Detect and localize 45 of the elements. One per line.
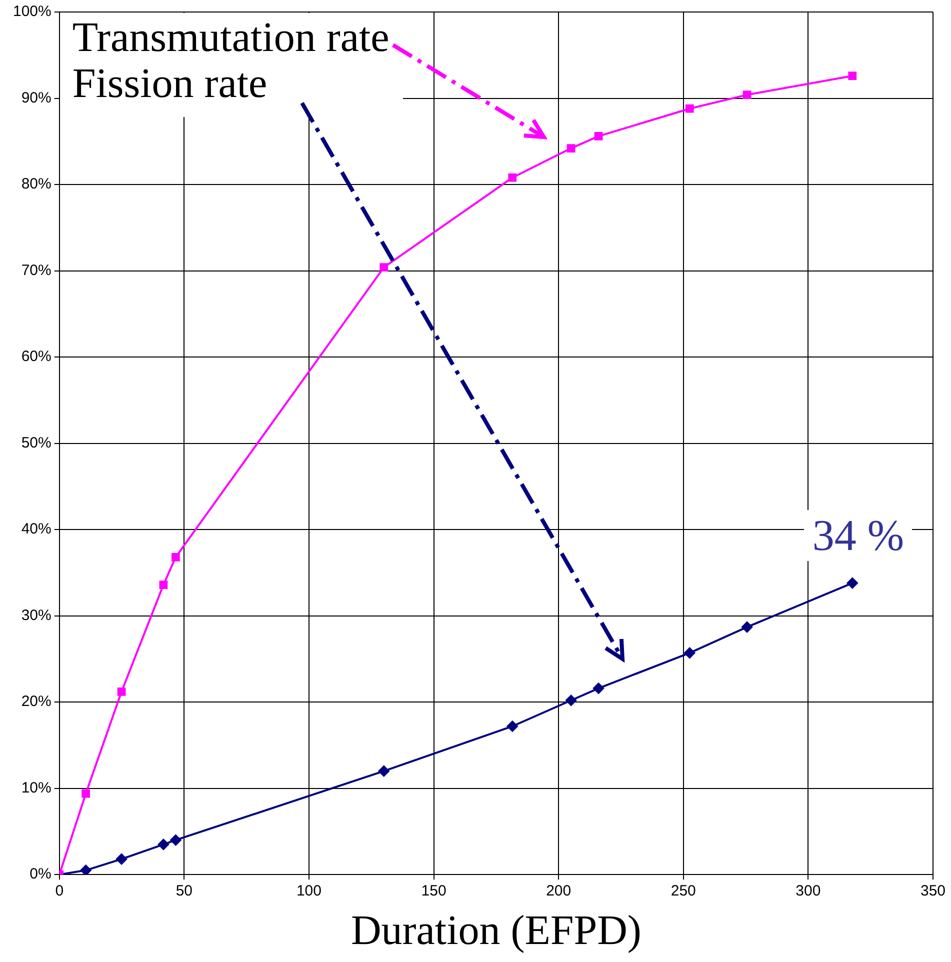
y-tick-label: 0% (30, 866, 52, 883)
point (158, 838, 169, 850)
point (508, 173, 517, 182)
point (159, 580, 168, 589)
point (566, 694, 577, 706)
y-tick-label: 30% (21, 606, 52, 624)
point (848, 72, 857, 80)
point (742, 622, 753, 633)
x-tick-label: 50 (176, 882, 193, 900)
text: Transmutation rate (72, 15, 390, 61)
point (566, 144, 576, 152)
point (170, 834, 182, 846)
point (846, 578, 858, 589)
y-tick-label: 90% (21, 89, 52, 106)
text: Fission rate (72, 61, 268, 107)
y-tick-label: 10% (21, 779, 52, 796)
point (117, 688, 126, 696)
x-axis-title: Duration (EFPD) (350, 908, 642, 954)
y-tick-label: 80% (21, 176, 52, 193)
point (380, 263, 388, 272)
point (594, 132, 603, 140)
x-tick-label: 350 (920, 882, 946, 900)
x-tick-label: 150 (421, 882, 446, 900)
x-tick-label: 250 (670, 882, 696, 900)
x-tick-label: 0 (55, 882, 64, 900)
point (82, 789, 90, 798)
point (742, 90, 752, 99)
point (378, 766, 390, 777)
x-tick-label: 100 (296, 882, 322, 900)
annotation: 34 % (804, 510, 912, 562)
y-tick-label: 50% (21, 434, 52, 452)
y-tick-label: 40% (21, 520, 52, 538)
y-tick-label: 20% (21, 693, 52, 710)
y-tick-label: 100% (12, 3, 52, 20)
y-tick-label: 60% (21, 348, 52, 366)
x-tick-label: 200 (546, 882, 572, 900)
point (685, 104, 694, 113)
point (116, 854, 128, 865)
point (172, 552, 180, 562)
x-tick-label: 300 (796, 882, 821, 900)
point (80, 864, 92, 875)
point (506, 720, 518, 732)
point (593, 682, 604, 694)
point (684, 647, 696, 658)
y-tick-label: 70% (21, 262, 52, 279)
